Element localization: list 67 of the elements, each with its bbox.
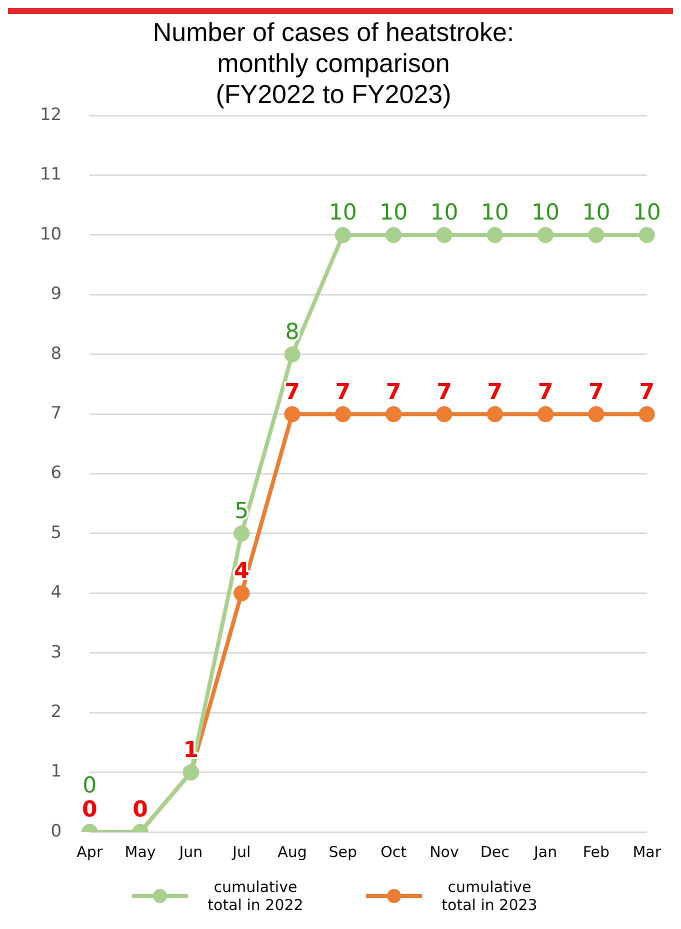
x-tick-label: May (124, 842, 156, 861)
y-tick-label: 11 (40, 164, 62, 185)
point (588, 227, 604, 243)
chart-title: Number of cases of heatstroke: monthly comparison (FY2022 to FY2023) (152, 16, 514, 110)
y-tick-label: 5 (50, 522, 62, 543)
y-tick-label: 1 (50, 762, 62, 782)
data-label: 0 (82, 798, 98, 823)
data-label: 10 (430, 200, 458, 226)
y-tick-label: 10 (40, 224, 62, 244)
y-tick-label: 0 (50, 821, 62, 842)
x-tick-label: Mar (632, 842, 662, 861)
x-tick-label: Jan (532, 842, 558, 861)
data-label: 7 (386, 380, 402, 405)
data-label: 10 (380, 200, 408, 226)
y-tick-label: 12 (40, 105, 62, 126)
data-label: 7 (487, 380, 503, 405)
data-label: 0 (132, 798, 148, 823)
x-tick-label: Sep (328, 842, 358, 861)
data-label: 5 (234, 499, 249, 524)
data-label: 1 (183, 738, 199, 764)
point (334, 406, 351, 422)
y-tick-label: 3 (50, 642, 62, 662)
data-label: 10 (480, 200, 509, 226)
x-tick-label: Aug (278, 842, 307, 861)
point (234, 585, 250, 602)
point (638, 227, 655, 243)
x-tick-label: Oct (380, 842, 407, 861)
point (638, 406, 655, 422)
data-label: 10 (632, 200, 661, 226)
x-tick-label: Jul (232, 842, 251, 861)
data-label: 7 (284, 380, 300, 405)
data-label: 7 (335, 380, 351, 405)
data-label: 8 (285, 320, 300, 346)
data-label: 10 (328, 200, 357, 226)
data-label: 7 (538, 380, 554, 405)
y-tick-label: 8 (50, 344, 62, 364)
point (538, 227, 554, 243)
y-tick-label: 4 (50, 582, 62, 603)
y-tick-label: 6 (50, 463, 62, 484)
point (436, 227, 452, 243)
point (486, 406, 503, 422)
x-tick-label: Jun (178, 842, 203, 861)
x-tick-label: Dec (480, 842, 510, 861)
y-tick-label: 7 (50, 404, 62, 424)
y-tick-label: 2 (50, 702, 62, 722)
data-label: 10 (532, 200, 560, 226)
legend-label: cumulative total in 2023 (440, 878, 538, 914)
point (284, 346, 300, 362)
point (334, 227, 351, 243)
point (588, 406, 604, 422)
legend-label: cumulative total in 2022 (206, 878, 304, 914)
data-label: 0 (82, 774, 97, 799)
x-tick-label: Apr (76, 842, 104, 861)
x-tick-label: Nov (430, 842, 459, 861)
point (538, 406, 554, 422)
data-label: 7 (639, 380, 655, 405)
point (234, 526, 250, 542)
data-label: 7 (588, 380, 604, 405)
y-tick-label: 9 (50, 284, 62, 304)
point (436, 406, 452, 422)
data-label: 7 (436, 380, 452, 405)
point (386, 227, 402, 243)
x-tick-label: Feb (582, 842, 610, 861)
data-label: 10 (582, 200, 610, 226)
point (284, 406, 300, 422)
point (486, 227, 503, 243)
point (386, 406, 402, 422)
